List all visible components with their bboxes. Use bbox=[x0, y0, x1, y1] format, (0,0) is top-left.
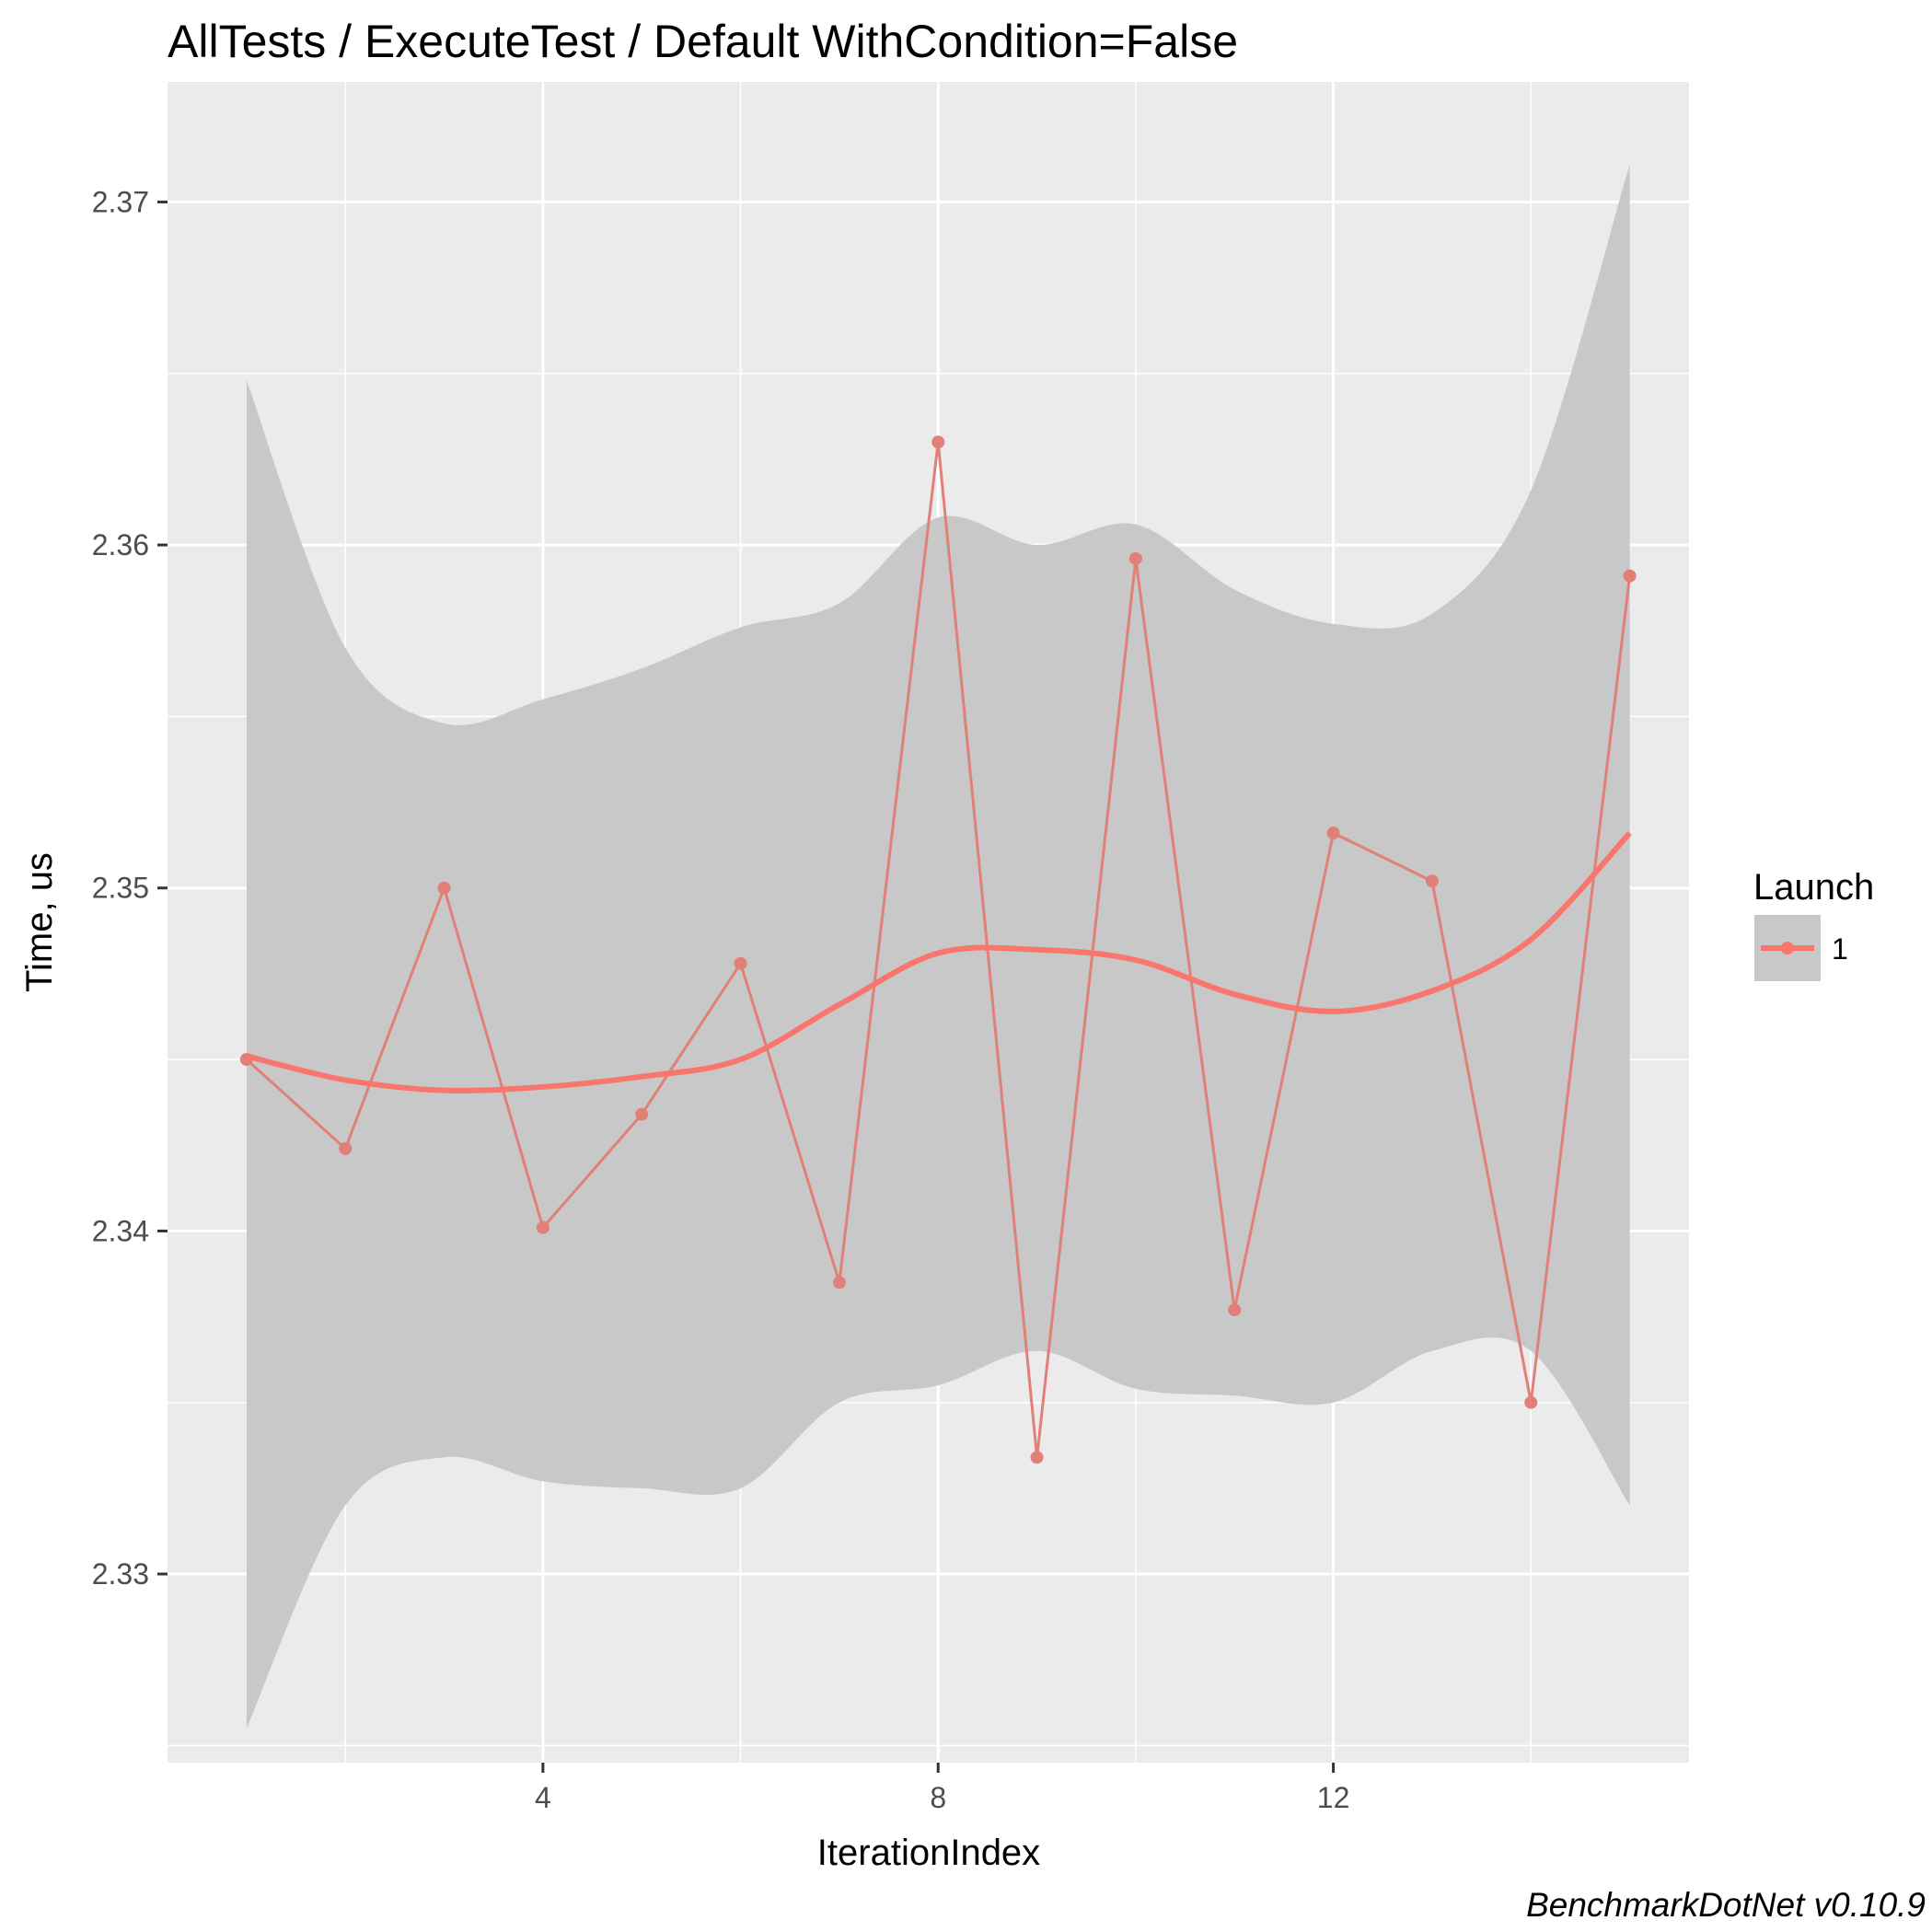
y-axis-title: Time, us bbox=[19, 852, 60, 992]
y-tick-label: 2.34 bbox=[92, 1214, 149, 1247]
legend-title: Launch bbox=[1753, 867, 1874, 908]
data-point-11 bbox=[1228, 1303, 1242, 1317]
legend-entry-1: 1 bbox=[1832, 932, 1848, 966]
data-point-2 bbox=[339, 1141, 353, 1155]
caption: BenchmarkDotNet v0.10.9 bbox=[1526, 1886, 1926, 1924]
x-tick-label: 4 bbox=[535, 1781, 551, 1814]
smooth-trend-line bbox=[246, 831, 1632, 1093]
data-point-14 bbox=[1524, 1395, 1538, 1409]
data-point-13 bbox=[1425, 874, 1439, 888]
y-tick-label: 2.36 bbox=[92, 528, 149, 561]
y-tick-label: 2.33 bbox=[92, 1557, 149, 1591]
data-point-4 bbox=[536, 1221, 550, 1234]
data-point-3 bbox=[437, 881, 451, 895]
data-point-9 bbox=[1030, 1451, 1044, 1464]
legend: Launch 1 bbox=[1753, 867, 1874, 981]
x-axis: 4 8 12 bbox=[535, 1763, 1349, 1814]
data-point-15 bbox=[1623, 569, 1637, 583]
y-axis: 2.33 2.34 2.35 2.36 2.37 bbox=[92, 185, 168, 1591]
data-point-5 bbox=[635, 1107, 649, 1121]
x-tick-label: 12 bbox=[1317, 1781, 1350, 1814]
confidence-ribbon bbox=[246, 164, 1630, 1729]
y-tick-label: 2.35 bbox=[92, 872, 149, 905]
data-point-12 bbox=[1326, 827, 1340, 840]
legend-key-point bbox=[1781, 942, 1794, 954]
data-point-7 bbox=[832, 1276, 846, 1290]
chart-title: AllTests / ExecuteTest / Default WithCon… bbox=[168, 16, 1238, 67]
x-axis-title: IterationIndex bbox=[817, 1833, 1040, 1873]
data-point-10 bbox=[1128, 551, 1142, 565]
data-point-6 bbox=[734, 956, 747, 970]
y-tick-label: 2.37 bbox=[92, 185, 149, 218]
data-point-8 bbox=[931, 435, 945, 449]
x-tick-label: 8 bbox=[930, 1781, 946, 1814]
